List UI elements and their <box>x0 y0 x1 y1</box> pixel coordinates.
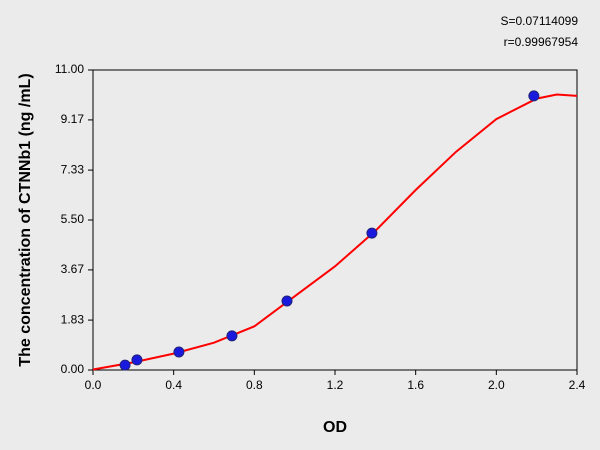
y-tick-label: 0.00 <box>61 362 85 376</box>
y-tick-label: 11.00 <box>55 62 84 76</box>
data-point <box>528 90 540 102</box>
y-tick-label: 7.33 <box>61 162 85 176</box>
x-tick-label: 1.6 <box>407 378 424 392</box>
data-point <box>131 354 143 366</box>
annotation: S=0.07114099 <box>500 14 578 28</box>
annotation: r=0.99967954 <box>504 35 579 49</box>
data-point <box>226 330 238 342</box>
y-axis-title: The concentration of CTNNb1 (ng /mL) <box>17 73 34 366</box>
data-point <box>119 359 131 371</box>
x-axis-title: OD <box>323 419 347 436</box>
x-tick-label: 2.4 <box>569 378 586 392</box>
y-tick-label: 5.50 <box>61 212 85 226</box>
x-tick-label: 0.8 <box>246 378 263 392</box>
y-tick-label: 3.67 <box>61 262 85 276</box>
x-tick-label: 1.2 <box>327 378 344 392</box>
x-tick-label: 2.0 <box>488 378 505 392</box>
y-tick-label: 1.83 <box>61 312 85 326</box>
data-point <box>366 227 378 239</box>
data-point <box>173 346 185 358</box>
data-point <box>281 295 293 307</box>
x-tick-label: 0.0 <box>85 378 102 392</box>
x-tick-label: 0.4 <box>165 378 182 392</box>
y-tick-label: 9.17 <box>61 112 85 126</box>
